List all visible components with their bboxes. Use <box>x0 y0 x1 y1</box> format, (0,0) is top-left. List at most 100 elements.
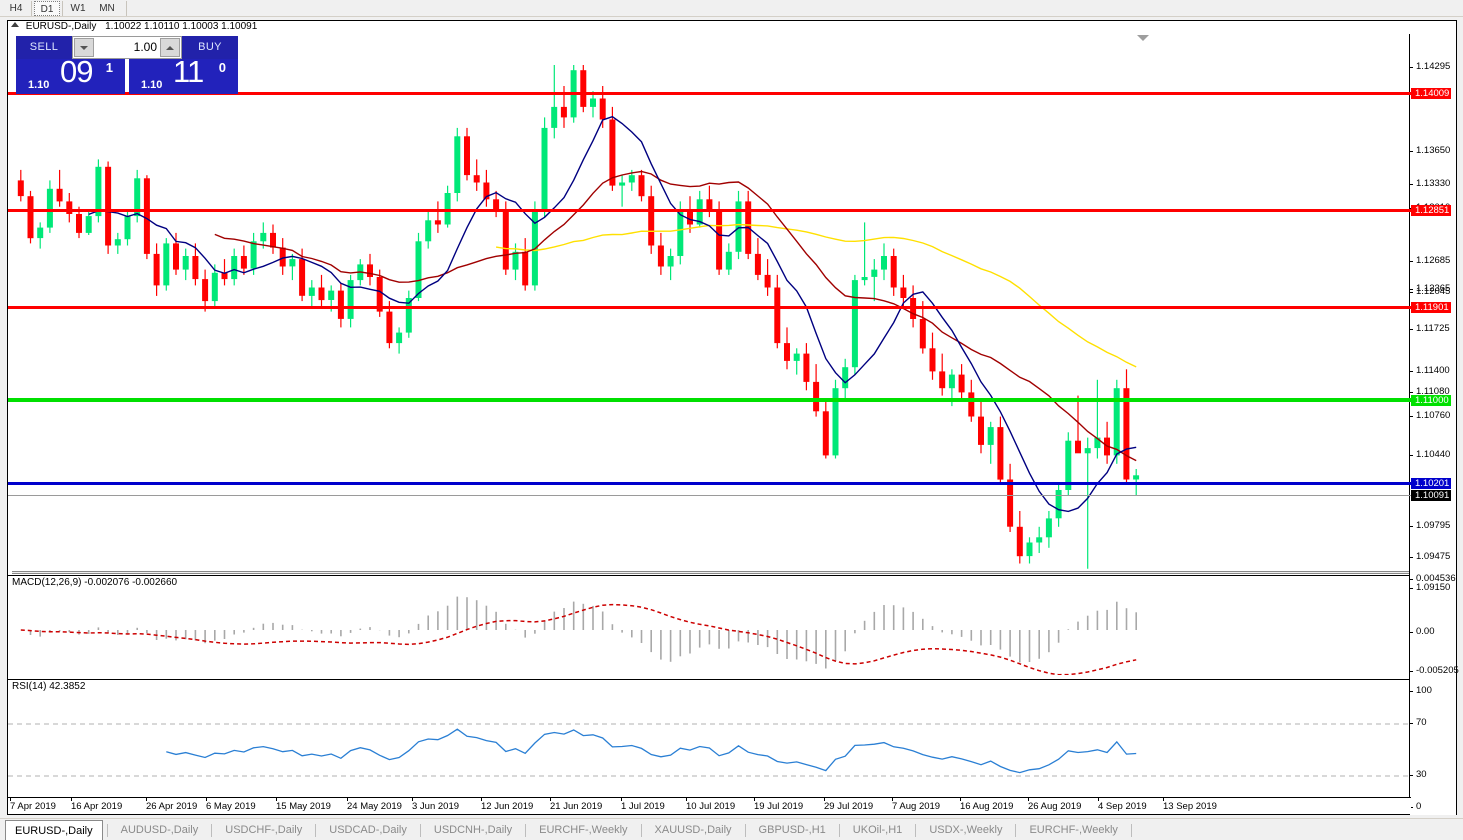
date-tick <box>206 798 207 801</box>
price-tick-label: 1.09795 <box>1410 520 1450 531</box>
horizontal-level-line[interactable] <box>8 209 1411 212</box>
date-axis-label: 26 Aug 2019 <box>1028 801 1082 812</box>
sell-price-main: 09 <box>60 59 93 89</box>
chart-tab[interactable]: AUDUSD-,Daily <box>120 824 199 836</box>
indicator-tick-label: 0.00 <box>1410 626 1435 637</box>
toolbar-divider <box>31 1 32 16</box>
candle-body <box>434 220 441 225</box>
horizontal-level-line[interactable] <box>8 482 1411 485</box>
chart-tab[interactable]: USDCAD-,Daily <box>329 824 407 836</box>
date-tick <box>892 798 893 801</box>
candle-body <box>173 243 179 270</box>
candle-body <box>493 199 500 210</box>
chart-tab[interactable]: XAUUSD-,Daily <box>654 824 732 836</box>
candle-body <box>1123 388 1130 480</box>
date-axis-label: 26 Apr 2019 <box>146 801 198 812</box>
candle-body <box>813 381 820 412</box>
candle-body <box>289 259 296 267</box>
chart-tab-active[interactable]: EURUSD-,Daily <box>5 820 103 840</box>
date-axis-label: 29 Jul 2019 <box>824 801 874 812</box>
candle-body <box>948 374 955 389</box>
indicator-tick-label: 100 <box>1410 685 1432 696</box>
chart-tab[interactable]: EURCHF-,Weekly <box>1029 824 1118 836</box>
rsi-pane[interactable]: RSI(14) 42.3852 <box>8 679 1411 799</box>
volume-increase-button[interactable] <box>160 38 180 57</box>
timeframe-d1[interactable]: D1 <box>34 1 60 16</box>
sell-price-prefix: 1.10 <box>28 79 50 91</box>
candle-body <box>861 277 868 281</box>
date-tick <box>10 798 11 801</box>
timeframe-mn[interactable]: MN <box>99 3 115 14</box>
date-axis[interactable]: 7 Apr 2019 16 Apr 2019 26 Apr 2019 6 May 20… <box>8 797 1411 814</box>
candle-body <box>512 251 519 270</box>
date-axis-label: 4 Sep 2019 <box>1098 801 1147 812</box>
candle-body <box>143 178 150 254</box>
candle-body <box>76 214 82 233</box>
tab-divider <box>1015 824 1017 837</box>
date-tick <box>1163 798 1164 801</box>
price-level-badge[interactable]: 1.10201 <box>1411 478 1452 489</box>
candle-body <box>881 256 887 270</box>
volume-stepper[interactable]: 1.00 <box>72 36 182 59</box>
macd-pane[interactable]: MACD(12,26,9) -0.002076 -0.002660 <box>8 575 1411 675</box>
candle-body <box>580 70 587 107</box>
price-pane[interactable] <box>8 34 1411 574</box>
timeframe-w1[interactable]: W1 <box>70 3 86 14</box>
buy-price-main: 11 <box>173 59 204 89</box>
candle-body <box>871 269 878 277</box>
buy-button[interactable]: BUY <box>182 36 238 59</box>
horizontal-level-line[interactable] <box>8 306 1411 309</box>
candle-body <box>124 216 131 240</box>
price-axis[interactable]: 1.142951.139751.136501.133301.130101.126… <box>1409 34 1459 815</box>
candle-body <box>337 290 344 319</box>
triangle-up-icon[interactable] <box>11 22 19 27</box>
candle-body <box>105 166 112 246</box>
chart-tab[interactable]: USDCNH-,Daily <box>433 824 513 836</box>
candle-body <box>1016 526 1023 557</box>
volume-input[interactable]: 1.00 <box>133 40 157 54</box>
timeframe-h4[interactable]: H4 <box>9 3 23 14</box>
candle-body <box>541 127 548 212</box>
price-tick-label: 1.09475 <box>1410 551 1450 562</box>
candle-body <box>502 209 509 270</box>
trade-controls-row: SELL 1.00 BUY <box>16 36 238 59</box>
one-click-trading-panel: SELL 1.00 BUY 1.10 09 1 1.10 11 0 <box>16 36 238 94</box>
price-level-badge[interactable]: 1.11000 <box>1411 395 1451 406</box>
candle-body <box>192 256 199 280</box>
candle-body <box>754 253 761 275</box>
candle-body <box>240 256 247 269</box>
macd-histogram <box>29 596 1137 669</box>
chart-tab[interactable]: GBPUSD-,H1 <box>758 824 826 836</box>
chart-tab[interactable]: USDCHF-,Daily <box>225 824 303 836</box>
volume-decrease-button[interactable] <box>74 38 94 57</box>
chart-tab[interactable]: USDX-,Weekly <box>929 824 1003 836</box>
chart-tab[interactable]: EURCHF-,Weekly <box>539 824 628 836</box>
sell-price-display[interactable]: 1.10 09 1 <box>16 59 125 94</box>
candle-body <box>822 411 829 456</box>
candle-body <box>774 287 781 344</box>
chart-tab[interactable]: UKOil-,H1 <box>852 824 903 836</box>
horizontal-level-line[interactable] <box>8 495 1411 496</box>
rsi-canvas <box>8 723 1411 777</box>
price-level-badge[interactable]: 1.10091 <box>1411 490 1452 501</box>
candle-body <box>987 427 994 445</box>
horizontal-level-line[interactable] <box>8 398 1411 402</box>
candle-body <box>1113 388 1120 456</box>
price-level-badge[interactable]: 1.11901 <box>1411 302 1451 313</box>
sell-button[interactable]: SELL <box>16 36 72 59</box>
candle-body <box>114 239 121 246</box>
candle-body <box>551 106 558 128</box>
date-axis-label: 24 May 2019 <box>347 801 402 812</box>
price-level-badge[interactable]: 1.12851 <box>1411 205 1452 216</box>
candle-body <box>725 251 732 270</box>
tab-divider <box>838 824 840 837</box>
buy-price-display[interactable]: 1.10 11 0 <box>129 59 238 94</box>
price-tick-label: 1.11725 <box>1410 323 1450 334</box>
timeframe-toolbar: H4 D1 W1 MN <box>0 0 1463 17</box>
candle-body <box>628 175 635 183</box>
price-level-badge[interactable]: 1.14009 <box>1411 88 1452 99</box>
indicator-tick-label: 70 <box>1410 717 1427 728</box>
pane-divider[interactable] <box>8 571 1411 574</box>
horizontal-level-line[interactable] <box>8 92 1411 95</box>
price-tick-label: 1.12365 <box>1410 283 1450 294</box>
